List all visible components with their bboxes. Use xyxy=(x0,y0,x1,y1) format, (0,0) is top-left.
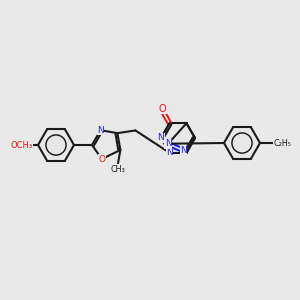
Text: N: N xyxy=(180,146,187,155)
Text: OCH₃: OCH₃ xyxy=(10,140,32,149)
Text: C₂H₅: C₂H₅ xyxy=(273,139,291,148)
Text: O: O xyxy=(158,104,166,114)
Text: N: N xyxy=(158,134,164,142)
Text: O: O xyxy=(98,154,105,164)
Text: N: N xyxy=(165,139,172,148)
Text: N: N xyxy=(97,126,104,135)
Text: N: N xyxy=(166,148,173,157)
Text: CH₃: CH₃ xyxy=(110,165,125,174)
